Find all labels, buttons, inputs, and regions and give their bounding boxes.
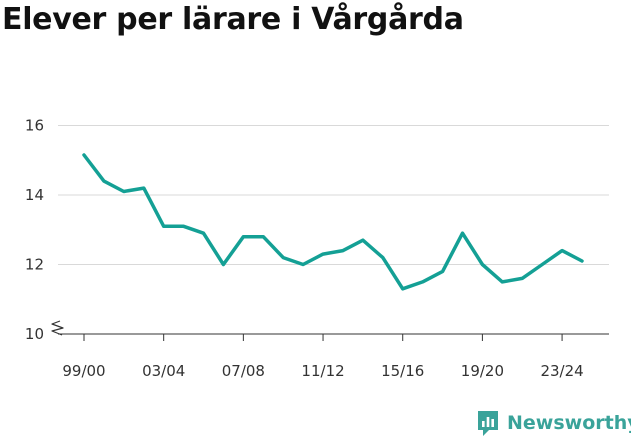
- newsworthy-logo-icon: [478, 411, 498, 436]
- y-axis-labels: 10 12 14 16: [25, 117, 44, 344]
- series-lines: [82, 153, 584, 291]
- y-tick-label: 16: [25, 117, 44, 135]
- chart-title: Elever per lärare i Vårgårda: [2, 2, 464, 37]
- x-axis-labels: 99/00 03/04 07/08 11/12 15/16 19/20 23/24: [62, 362, 583, 380]
- y-tick-label: 14: [25, 186, 44, 204]
- x-tick-label: 99/00: [62, 362, 105, 380]
- gridlines: [58, 125, 609, 265]
- x-tick-label: 11/12: [301, 362, 344, 380]
- x-tick-label: 07/08: [222, 362, 265, 380]
- x-tick-label: 23/24: [540, 362, 583, 380]
- y-tick-label: 10: [25, 325, 44, 343]
- brand-name: Newsworthy: [507, 412, 631, 434]
- series-line: [82, 153, 584, 291]
- x-tick-label: 15/16: [381, 362, 424, 380]
- x-tick-label: 19/20: [461, 362, 504, 380]
- axis-break-icon: [51, 320, 64, 336]
- x-axis: [51, 320, 609, 341]
- y-tick-label: 12: [25, 256, 44, 274]
- brand-logo: Newsworthy: [476, 408, 631, 438]
- x-tick-label: 03/04: [142, 362, 185, 380]
